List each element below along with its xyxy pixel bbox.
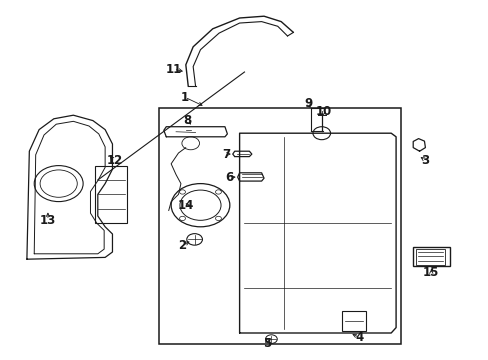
Text: 2: 2 (178, 239, 186, 252)
Text: 5: 5 (263, 337, 271, 350)
Text: 10: 10 (315, 105, 332, 118)
Text: 4: 4 (355, 331, 363, 344)
Text: 7: 7 (222, 148, 229, 161)
Bar (415, 249, 444, 265)
Text: 12: 12 (106, 154, 123, 167)
Text: 8: 8 (183, 114, 191, 127)
Text: 11: 11 (165, 63, 182, 76)
Text: 14: 14 (177, 199, 194, 212)
Bar (95, 166, 127, 223)
Text: 3: 3 (421, 154, 428, 167)
Text: 15: 15 (422, 266, 439, 279)
Bar (412, 247, 449, 266)
Text: 9: 9 (304, 97, 311, 110)
Bar (342, 311, 365, 331)
Text: 13: 13 (40, 214, 56, 227)
Bar (159, 108, 400, 344)
Text: 1: 1 (181, 91, 188, 104)
Text: 6: 6 (225, 171, 233, 184)
